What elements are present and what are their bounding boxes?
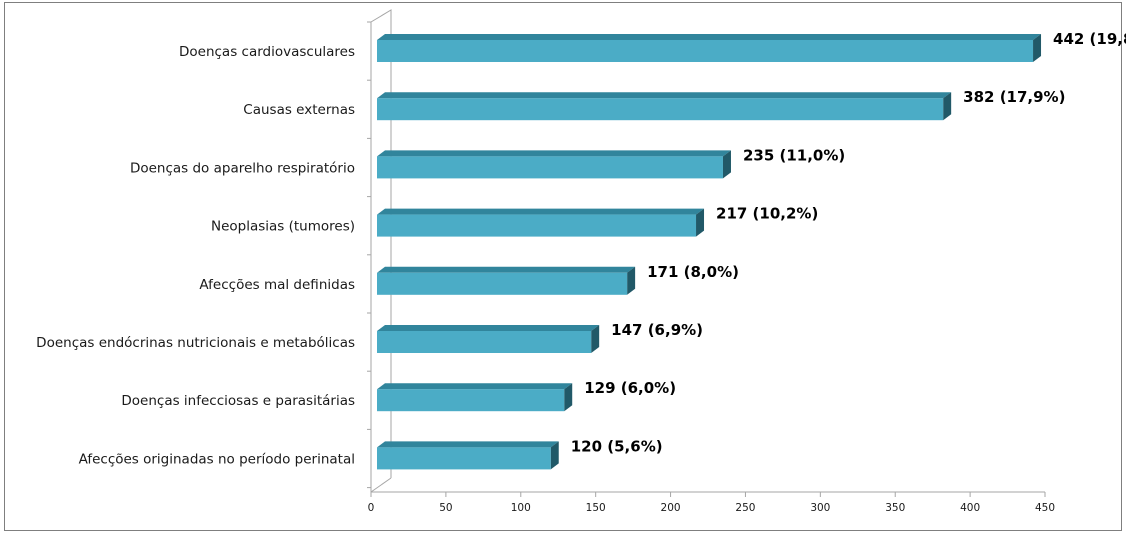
chart-frame	[4, 2, 1122, 531]
bar-side-face	[1033, 34, 1042, 62]
x-tick-label: 300	[810, 502, 830, 514]
data-label: 442 (19,8%)	[1053, 30, 1126, 48]
bar-top-face	[377, 34, 1042, 40]
bar	[377, 214, 697, 237]
bar	[377, 156, 723, 179]
category-label: Afecções mal definidas	[199, 277, 355, 293]
x-tick-label: 200	[661, 502, 681, 514]
bar	[377, 40, 1034, 62]
x-tick-label: 250	[735, 502, 755, 514]
bar-top-face	[377, 266, 636, 273]
bar-side-face	[591, 325, 600, 353]
category-label: Causas externas	[243, 102, 355, 118]
bars	[377, 34, 1042, 470]
bar-side-face	[722, 150, 731, 179]
category-label: Doenças do aparelho respiratório	[130, 160, 355, 176]
bar-top-face	[377, 150, 731, 157]
y-axis-wall	[370, 9, 392, 492]
data-label: 120 (5,6%)	[571, 437, 663, 455]
category-label: Doenças endócrinas nutricionais e metabó…	[36, 335, 355, 351]
bar-side-face	[564, 383, 573, 412]
bar	[377, 272, 628, 295]
data-label: 217 (10,2%)	[716, 205, 818, 223]
bar	[377, 389, 565, 412]
bar-top-face	[377, 441, 559, 448]
x-tick-label: 50	[439, 502, 452, 514]
data-label: 171 (8,0%)	[647, 263, 739, 281]
category-label: Doenças infecciosas e parasitárias	[121, 393, 355, 409]
bar-side-face	[696, 208, 705, 237]
data-label: 129 (6,0%)	[584, 379, 676, 397]
bar-side-face	[550, 441, 559, 470]
bar	[377, 331, 592, 353]
bar-side-face	[943, 92, 952, 121]
x-tick-label: 100	[511, 502, 531, 514]
x-tick-label: 150	[586, 502, 606, 514]
bar	[377, 447, 551, 470]
labels: 0 50 100 150 200 250 300 350 400 450 Doenças cardi…	[36, 30, 1126, 514]
x-tick-label: 450	[1035, 502, 1055, 514]
axis-floor-edge	[370, 477, 392, 493]
axes	[367, 9, 1046, 497]
category-label: Neoplasias (tumores)	[211, 219, 355, 235]
category-label: Afecções originadas no período perinatal	[79, 451, 355, 467]
bar	[377, 98, 944, 121]
category-label: Doenças cardiovasculares	[179, 44, 355, 60]
bar-top-face	[377, 325, 600, 331]
data-label: 147 (6,9%)	[611, 321, 703, 339]
data-label: 235 (11,0%)	[743, 146, 845, 164]
bar-top-face	[377, 208, 705, 215]
data-label: 382 (17,9%)	[963, 88, 1065, 106]
x-tick-label: 350	[885, 502, 905, 514]
bar-top-face	[377, 92, 952, 99]
x-tick-label: 400	[960, 502, 980, 514]
bar-top-face	[377, 383, 573, 390]
x-tick-label: 0	[368, 502, 375, 514]
bar-side-face	[627, 266, 636, 295]
